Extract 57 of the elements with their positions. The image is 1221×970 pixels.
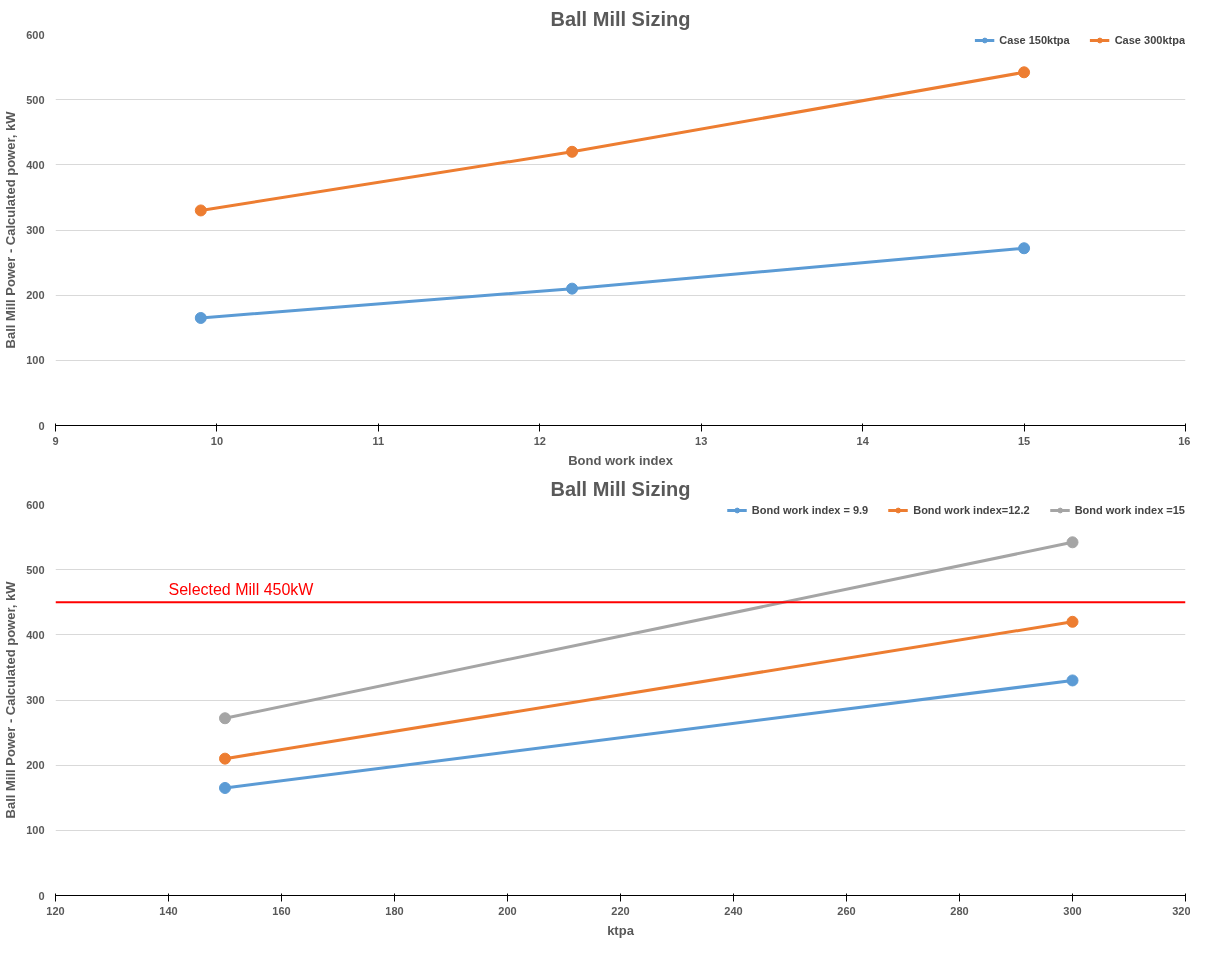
y-axis-title: Ball Mill Power - Calculated power, kW: [3, 580, 19, 819]
y-tick-label: 300: [26, 224, 45, 236]
point: [194, 204, 207, 217]
x-tick-label: 16: [1178, 434, 1191, 447]
chart-title: Ball Mill Sizing: [550, 477, 691, 500]
y-tick-label: 0: [38, 419, 45, 432]
y-tick-label: 0: [38, 889, 45, 902]
point: [1018, 66, 1031, 79]
y-tick-label: 100: [26, 354, 45, 367]
legend-label: Bond work index =15: [1074, 504, 1185, 516]
y-axis-title: Ball Mill Power - Calculated power, kW: [3, 110, 19, 349]
x-tick-label: 11: [372, 434, 385, 447]
legend-label: Case 300ktpa: [1114, 34, 1185, 46]
x-tick-label: 140: [159, 904, 178, 917]
legend-label: Bond work index=12.2: [913, 504, 1030, 516]
point: [566, 145, 579, 158]
y-tick-label: 600: [26, 498, 45, 511]
x-axis-title: ktpa: [607, 922, 635, 938]
x-tick-label: 120: [46, 904, 65, 917]
x-tick-label: 180: [385, 904, 404, 917]
x-tick-label: 10: [210, 434, 224, 447]
point: [1066, 674, 1079, 687]
legend-label: Case 150ktpa: [999, 34, 1070, 46]
x-tick-label: 220: [611, 904, 630, 917]
point: [1066, 536, 1079, 549]
point: [219, 781, 231, 794]
y-tick-label: 600: [26, 28, 45, 41]
y-tick-label: 500: [26, 93, 45, 106]
y-tick-label: 500: [26, 563, 45, 576]
point: [219, 752, 231, 765]
legend-label: Bond work index = 9.9: [751, 504, 869, 516]
y-tick-label: 100: [26, 824, 45, 837]
y-tick-label: 400: [26, 158, 45, 171]
y-tick-label: 200: [26, 759, 45, 772]
ref-line-label: Selected Mill 450kW: [168, 581, 315, 599]
point: [1066, 615, 1079, 628]
point: [566, 282, 579, 295]
x-tick-label: 14: [856, 434, 870, 447]
x-tick-label: 320: [1172, 904, 1191, 917]
x-tick-label: 240: [724, 904, 743, 917]
x-tick-label: 280: [950, 904, 969, 917]
x-tick-label: 260: [837, 904, 856, 917]
x-tick-label: 200: [498, 904, 517, 917]
x-tick-label: 13: [695, 434, 708, 447]
point: [219, 712, 231, 725]
y-tick-label: 300: [26, 694, 45, 706]
chart-title: Ball Mill Sizing: [550, 7, 691, 30]
point: [1018, 242, 1031, 255]
y-tick-label: 200: [26, 289, 45, 302]
x-tick-label: 9: [52, 434, 59, 447]
x-tick-label: 160: [272, 904, 291, 917]
x-axis-title: Bond work index: [568, 452, 674, 468]
x-tick-label: 300: [1063, 904, 1082, 917]
y-tick-label: 400: [26, 628, 45, 641]
x-tick-label: 12: [533, 434, 546, 447]
x-tick-label: 15: [1017, 434, 1031, 447]
point: [194, 311, 207, 324]
